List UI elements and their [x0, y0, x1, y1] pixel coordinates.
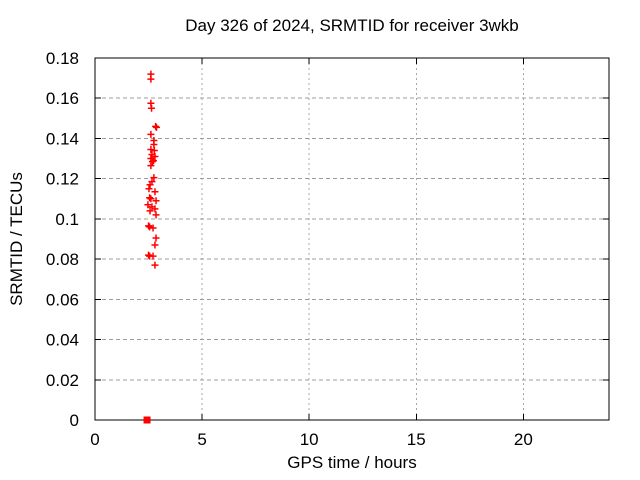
data-point-plus — [147, 75, 155, 83]
data-point-plus — [152, 234, 160, 242]
data-point-square — [143, 416, 151, 424]
y-axis-label: SRMTID / TECUs — [7, 172, 26, 306]
x-tick-label: 20 — [514, 430, 533, 449]
tick-label-layer: 0 5 10 15 20 0 0.02 0.04 0.06 0.08 0.1 0.12 0.14 0.16… — [46, 49, 533, 449]
data-point-plus — [148, 104, 156, 112]
y-tick-label: 0.04 — [46, 331, 79, 350]
x-tick-label: 5 — [197, 430, 206, 449]
data-point-plus — [150, 140, 158, 148]
y-tick-label: 0.06 — [46, 290, 79, 309]
data-point-plus — [151, 261, 159, 269]
data-point-plus — [147, 195, 155, 203]
grid-layer — [95, 58, 609, 420]
x-tick-label: 15 — [407, 430, 426, 449]
data-point-plus — [152, 123, 160, 131]
data-point-plus — [149, 224, 157, 232]
data-point-plus — [151, 153, 159, 161]
y-tick-label: 0.16 — [46, 89, 79, 108]
y-tick-label: 0.12 — [46, 170, 79, 189]
plot-border — [94, 57, 610, 421]
data-point-plus — [152, 122, 160, 130]
data-point-plus — [144, 201, 152, 209]
y-tick-label: 0.14 — [46, 129, 79, 148]
data-point-plus — [146, 181, 154, 189]
data-point-plus — [150, 174, 158, 182]
y-tick-label: 0.1 — [55, 210, 79, 229]
data-point-plus — [146, 223, 154, 231]
data-point-plus — [145, 185, 153, 193]
y-tick-label: 0.18 — [46, 49, 79, 68]
data-point-plus — [152, 197, 160, 205]
data-point-plus — [147, 146, 155, 154]
y-tick-label: 0.02 — [46, 371, 79, 390]
data-point-layer — [143, 70, 160, 424]
data-point-plus — [148, 158, 156, 166]
data-point-plus — [146, 194, 154, 202]
data-point-plus — [151, 188, 159, 196]
x-tick-label: 0 — [90, 430, 99, 449]
data-point-plus — [146, 207, 154, 215]
data-point-plus — [150, 147, 158, 155]
data-point-plus — [145, 222, 153, 230]
data-point-plus — [151, 205, 159, 213]
data-point-plus — [149, 157, 157, 165]
data-point-plus — [147, 162, 155, 170]
x-axis-label: GPS time / hours — [287, 453, 416, 472]
tick-layer — [94, 57, 609, 421]
data-point-plus — [152, 211, 160, 219]
y-tick-label: 0.08 — [46, 250, 79, 269]
data-point-plus — [147, 130, 155, 138]
data-point-plus — [151, 241, 159, 249]
data-point-plus — [145, 251, 153, 259]
chart-title: Day 326 of 2024, SRMTID for receiver 3wk… — [185, 16, 519, 35]
x-tick-label: 10 — [300, 430, 319, 449]
y-tick-label: 0 — [70, 411, 79, 430]
data-point-plus — [149, 252, 157, 260]
